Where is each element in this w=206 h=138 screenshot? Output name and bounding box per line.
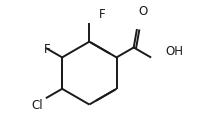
Text: F: F (44, 43, 50, 56)
Text: Cl: Cl (31, 99, 43, 112)
Text: O: O (139, 6, 148, 18)
Text: F: F (99, 7, 106, 21)
Text: OH: OH (166, 45, 184, 58)
